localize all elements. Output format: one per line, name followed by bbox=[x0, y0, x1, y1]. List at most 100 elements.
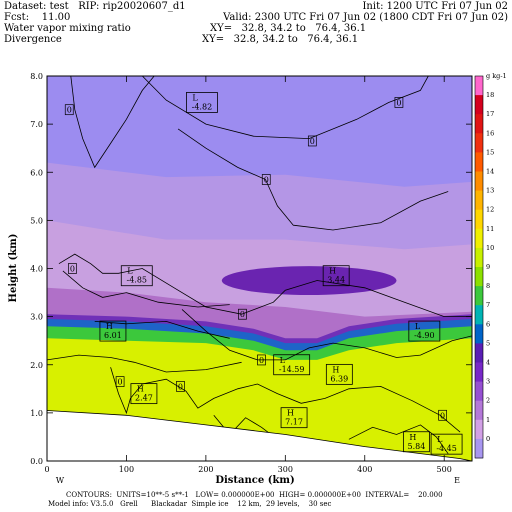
extremum-label-high: H6.01 bbox=[99, 320, 127, 342]
colorbar-swatch bbox=[475, 76, 483, 96]
extremum-value: 2.47 bbox=[135, 394, 153, 403]
colorbar-label: 17 bbox=[486, 110, 494, 118]
x-tick-label: 100 bbox=[119, 465, 134, 474]
extremum-label-high: H5.84 bbox=[402, 431, 430, 453]
y-tick-label: 3.0 bbox=[30, 313, 43, 322]
extremum-value: 6.01 bbox=[104, 331, 122, 340]
colorbar-swatch bbox=[475, 286, 483, 306]
zero-label: 0 bbox=[238, 308, 247, 320]
zero-label: 0 bbox=[307, 135, 317, 147]
colorbar-swatch bbox=[475, 133, 483, 153]
extremum-kind: L bbox=[415, 322, 421, 331]
colorbar-swatch bbox=[475, 247, 483, 268]
y-tick-label: 5.0 bbox=[30, 216, 43, 225]
x-tick-label: 200 bbox=[198, 465, 213, 474]
divergence-contour bbox=[47, 354, 242, 373]
colorbar-label: 0 bbox=[486, 435, 490, 443]
extremum-label-low: L-4.82 bbox=[186, 92, 218, 113]
zero-label-text: 0 bbox=[178, 382, 183, 391]
zero-label: 0 bbox=[394, 97, 404, 108]
x-axis-label: Distance (km) bbox=[215, 475, 294, 486]
colorbar-swatch bbox=[475, 267, 483, 287]
extremum-kind: H bbox=[329, 267, 336, 276]
model-info: Model info: V3.5.0 Grell Blackadar Simpl… bbox=[48, 500, 332, 508]
y-tick-label: 8.0 bbox=[30, 72, 43, 81]
zero-label: 0 bbox=[261, 174, 271, 185]
extremum-value: 5.84 bbox=[407, 442, 425, 451]
y-tick-label: 2.0 bbox=[30, 361, 43, 370]
y-tick-label: 6.0 bbox=[30, 168, 43, 177]
extremum-value: 7.17 bbox=[285, 418, 303, 427]
extremum-value: -4.85 bbox=[127, 276, 148, 285]
zero-label: 0 bbox=[438, 409, 447, 421]
colorbar-label: 7 bbox=[486, 301, 490, 309]
zero-label-text: 0 bbox=[396, 98, 401, 107]
zero-label-text: 0 bbox=[259, 356, 264, 365]
y-tick-label: 7.0 bbox=[30, 120, 43, 129]
divergence-contour bbox=[348, 424, 449, 455]
x-tick-label: 500 bbox=[437, 465, 452, 474]
extremum-value: -14.59 bbox=[279, 365, 305, 374]
terrain bbox=[47, 410, 472, 461]
divergence-contour bbox=[177, 128, 449, 231]
divergence-contour bbox=[142, 76, 429, 140]
extremum-kind: L bbox=[280, 356, 286, 365]
colorbar-swatch bbox=[475, 381, 483, 402]
zero-contour-labels: 0 0 0 0 0 0 0 0 0 0 bbox=[64, 97, 447, 421]
colorbar-swatch bbox=[475, 114, 483, 134]
colorbar-label: 15 bbox=[486, 148, 494, 156]
colorbar-swatch bbox=[475, 438, 483, 459]
extremum-kind: L bbox=[437, 435, 443, 444]
colorbar-label: 1 bbox=[486, 416, 490, 424]
init-time: Init: 1200 UTC Fri 07 Jun 02 bbox=[362, 1, 508, 12]
colorbar-swatch bbox=[475, 171, 483, 192]
colorbar-units: g kg-1 bbox=[486, 72, 507, 80]
moisture-field bbox=[47, 76, 472, 461]
axis-ticks: 0 100 200 300 400 500 0.0 1.0 2.0 3.0 4.0 5.0 6.0 7.0… bbox=[30, 72, 472, 474]
extremum-label-high: H3.44 bbox=[322, 265, 350, 287]
extremum-kind: L bbox=[192, 93, 198, 102]
zero-label: 0 bbox=[115, 376, 125, 387]
colorbar-label: 13 bbox=[486, 187, 494, 195]
extremum-kind: H bbox=[409, 433, 416, 442]
zero-label-text: 0 bbox=[118, 378, 123, 387]
extremum-value: 3.44 bbox=[327, 276, 345, 285]
valid-time: Valid: 2300 UTC Fri 07 Jun 02 (1800 CDT … bbox=[223, 12, 508, 23]
colorbar-label: 4 bbox=[486, 359, 490, 367]
divergence-contour bbox=[62, 270, 230, 308]
extremum-label-low: L-4.90 bbox=[408, 320, 441, 342]
zero-label-text: 0 bbox=[310, 137, 315, 146]
colorbar-label: 5 bbox=[486, 339, 490, 347]
colorbar-swatch bbox=[475, 343, 483, 363]
y-axis-label: Height (km) bbox=[8, 234, 19, 303]
colorbar-swatch bbox=[475, 228, 483, 249]
zero-label-text: 0 bbox=[440, 411, 445, 420]
extremum-label-high: H2.47 bbox=[130, 383, 158, 405]
y-tick-label: 0.0 bbox=[30, 457, 43, 466]
zero-label: 0 bbox=[64, 104, 74, 116]
extremum-value: -4.45 bbox=[436, 444, 457, 453]
x-axis-right-end: E bbox=[454, 476, 460, 485]
field-2-name: Divergence bbox=[4, 34, 62, 45]
colorbar-swatch bbox=[475, 305, 483, 325]
colorbar-swatch bbox=[475, 95, 483, 115]
moist-pocket bbox=[221, 266, 397, 295]
extremum-kind: H bbox=[106, 322, 113, 331]
divergence-contour bbox=[94, 320, 230, 339]
extremum-value: 6.39 bbox=[330, 374, 348, 383]
colorbar-label: 2 bbox=[486, 397, 490, 405]
divergence-contour bbox=[110, 367, 461, 433]
zero-label-text: 0 bbox=[264, 175, 269, 184]
colorbar-label: 11 bbox=[486, 225, 494, 233]
colorbar-label: 12 bbox=[486, 206, 494, 214]
colorbar-swatch bbox=[475, 419, 483, 440]
colorbar-swatch bbox=[475, 362, 483, 383]
x-tick-label: 0 bbox=[44, 465, 49, 474]
colorbar-label: 9 bbox=[486, 263, 490, 271]
field-1-name: Water vapor mixing ratio bbox=[4, 23, 131, 34]
divergence-contour bbox=[58, 253, 472, 317]
zero-label-text: 0 bbox=[67, 106, 72, 115]
